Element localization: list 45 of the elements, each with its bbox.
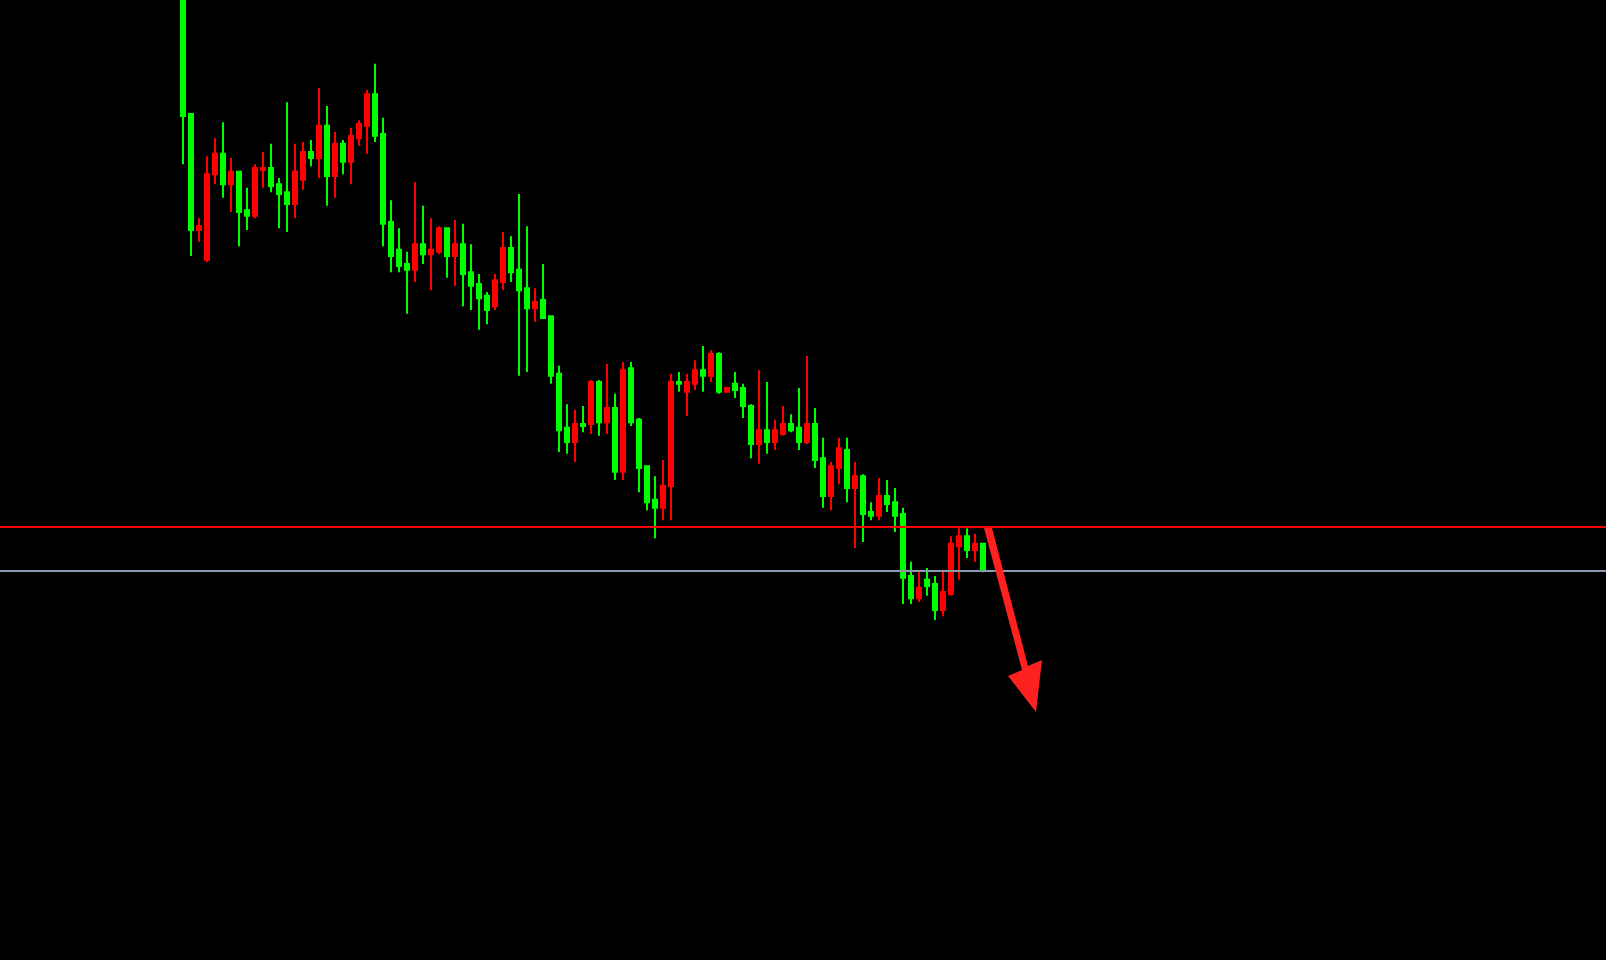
candlestick xyxy=(516,193,522,377)
candlestick xyxy=(676,371,682,393)
candlestick xyxy=(724,387,730,393)
candlestick xyxy=(420,204,426,266)
candlestick xyxy=(308,139,314,168)
candlestick xyxy=(796,387,802,452)
candlestick xyxy=(220,121,226,199)
candlestick xyxy=(876,477,882,522)
candlestick xyxy=(348,126,354,186)
candlestick xyxy=(804,354,810,445)
candlestick xyxy=(236,170,242,248)
candlestick xyxy=(764,380,770,455)
candlestick xyxy=(756,369,762,465)
candlestick xyxy=(916,571,922,604)
candlestick xyxy=(964,527,970,559)
candlestick xyxy=(972,532,978,563)
candlestick xyxy=(532,287,538,323)
candlestick xyxy=(284,101,290,233)
candlestick xyxy=(860,473,866,543)
candlestick xyxy=(412,181,418,284)
candlestick xyxy=(460,222,466,308)
candlestick xyxy=(340,139,346,176)
candlestick xyxy=(444,227,450,279)
candlestick xyxy=(844,436,850,504)
candlestick xyxy=(324,105,330,207)
candlestick xyxy=(980,542,986,574)
candlestick xyxy=(612,392,618,481)
candlestick xyxy=(292,142,298,220)
candlestick xyxy=(588,379,594,435)
candlestick xyxy=(716,351,722,395)
candlestick xyxy=(620,361,626,481)
candlestick xyxy=(580,405,586,434)
candlestick xyxy=(452,219,458,287)
candlestick xyxy=(428,217,434,292)
candlestick xyxy=(708,349,714,383)
candlestick xyxy=(572,408,578,463)
candlestick xyxy=(596,379,602,437)
candlestick xyxy=(364,88,370,155)
candlestick xyxy=(668,372,674,522)
candlestick xyxy=(316,87,322,179)
candlestick xyxy=(604,362,610,435)
candlestick xyxy=(932,574,938,621)
candlestick xyxy=(228,157,234,214)
candlestick xyxy=(700,344,706,393)
candlestick xyxy=(332,131,338,199)
